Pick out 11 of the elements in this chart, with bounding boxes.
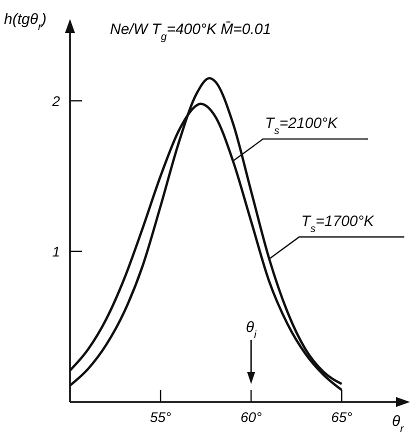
y-tick-label: 2 xyxy=(51,92,60,109)
text: T$_{s}$=2100°K xyxy=(265,115,339,138)
x-tick-label: 65° xyxy=(331,409,353,425)
x-tick-label: 60° xyxy=(240,409,262,425)
annotation: θ$_{i}$ xyxy=(246,319,258,341)
text: T$_{s}$=1700°K xyxy=(301,212,375,235)
chart-title: Ne/W T$_{g}$=400°K M̄=0.01 xyxy=(110,21,272,43)
y-axis-title: h(tgθ$_{r}$) xyxy=(4,11,46,33)
y-tick-label: 1 xyxy=(52,243,60,260)
x-axis-title: θ$_{r}$ xyxy=(392,413,404,433)
x-tick-label: 55° xyxy=(150,409,172,425)
